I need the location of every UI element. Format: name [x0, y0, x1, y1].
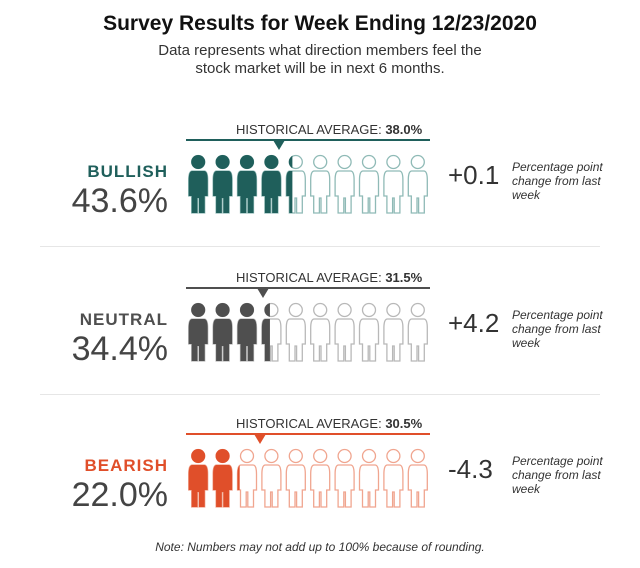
bearish-person-icon-outline	[334, 464, 355, 508]
neutral-person-icon-outline	[288, 302, 303, 318]
bullish-historical-label: HISTORICAL AVERAGE: 38.0%	[236, 122, 423, 137]
neutral-person-icon-outline	[358, 318, 380, 362]
neutral-percent: 34.4%	[71, 330, 168, 368]
neutral-person-icon-outline	[310, 318, 331, 362]
bearish-row: HISTORICAL AVERAGE: 30.5% BEARISH 22.0% …	[0, 416, 640, 566]
neutral-person-icon-filled	[261, 319, 270, 361]
bullish-percent: 43.6%	[71, 182, 168, 220]
neutral-change: +4.2	[448, 308, 500, 338]
bearish-person-icon-outline	[264, 448, 279, 464]
bearish-person-icon-outline	[407, 464, 428, 508]
neutral-change-note: Percentage point change from last week	[512, 308, 603, 350]
neutral-people-icons	[188, 302, 428, 362]
bullish-change: +0.1	[448, 160, 500, 190]
bullish-row: HISTORICAL AVERAGE: 38.0% BULLISH 43.6% …	[0, 122, 640, 272]
neutral-person-icon-outline	[337, 302, 352, 318]
neutral-person-icon-filled	[264, 303, 270, 317]
bearish-person-icon-filled	[191, 449, 206, 463]
footnote: Note: Numbers may not add up to 100% bec…	[155, 540, 485, 554]
neutral-person-icon-outline	[410, 302, 425, 318]
bullish-person-icon-filled	[240, 155, 254, 169]
neutral-historical-line	[186, 287, 430, 289]
neutral-person-icon-filled	[215, 303, 230, 317]
neutral-historical-label: HISTORICAL AVERAGE: 31.5%	[236, 270, 423, 285]
bullish-person-icon-filled	[288, 155, 293, 169]
bullish-person-icon-outline	[410, 154, 425, 170]
neutral-person-icon-filled	[188, 319, 208, 361]
bearish-historical-line	[186, 433, 430, 435]
bullish-person-icon-outline	[407, 170, 428, 214]
neutral-historical-marker	[256, 288, 269, 298]
bearish-person-icon-outline	[410, 448, 425, 464]
chart-title: Survey Results for Week Ending 12/23/202…	[103, 12, 537, 35]
bearish-historical-label: HISTORICAL AVERAGE: 30.5%	[236, 416, 423, 431]
neutral-person-icon-outline	[313, 302, 328, 318]
bearish-person-icon-outline	[313, 448, 328, 464]
neutral-person-icon-filled	[191, 303, 206, 317]
bullish-person-icon-filled	[237, 171, 257, 213]
neutral-person-icon-outline	[386, 302, 401, 318]
bullish-person-icon-outline	[337, 154, 352, 170]
bearish-person-icon-outline	[358, 464, 380, 508]
bullish-person-icon-filled	[264, 155, 279, 169]
bullish-person-icon-filled	[188, 171, 208, 213]
bearish-person-icon-outline	[239, 448, 255, 464]
bearish-percent: 22.0%	[71, 476, 168, 514]
bearish-person-icon-filled	[213, 465, 233, 507]
bullish-person-icon-outline	[313, 154, 328, 170]
bearish-person-icon-filled	[188, 465, 208, 507]
bullish-person-icon-filled	[215, 155, 230, 169]
bearish-person-icon-outline	[261, 464, 282, 508]
neutral-person-icon-outline	[361, 302, 377, 318]
bearish-historical-marker	[254, 434, 267, 444]
neutral-person-icon-outline	[407, 318, 428, 362]
bullish-change-note: Percentage point change from last week	[512, 160, 603, 202]
bullish-person-icon-outline	[361, 154, 377, 170]
bearish-person-icon-outline	[236, 464, 258, 508]
neutral-label: NEUTRAL	[79, 310, 168, 329]
neutral-person-icon-outline	[334, 318, 355, 362]
row-divider	[40, 394, 600, 395]
bullish-person-icon-filled	[213, 171, 233, 213]
bullish-historical-marker	[272, 140, 285, 150]
neutral-person-icon-filled	[240, 303, 254, 317]
bullish-person-icon-outline	[310, 170, 331, 214]
row-divider	[40, 246, 600, 247]
bullish-label: BULLISH	[87, 162, 168, 181]
bullish-people-icons	[188, 154, 428, 214]
bullish-person-icon-outline	[358, 170, 380, 214]
bearish-historical-value: 30.5%	[385, 416, 423, 431]
neutral-person-icon-filled	[213, 319, 233, 361]
neutral-historical-value: 31.5%	[385, 270, 423, 285]
bearish-person-icon-outline	[361, 448, 377, 464]
bullish-historical-value: 38.0%	[385, 122, 423, 137]
bearish-change: -4.3	[448, 454, 493, 484]
bearish-person-icon-outline	[285, 464, 306, 508]
bearish-person-icon-outline	[288, 448, 303, 464]
bullish-person-icon-outline	[334, 170, 355, 214]
bearish-person-icon-filled	[215, 449, 230, 463]
bearish-person-icon-outline	[310, 464, 331, 508]
bullish-person-icon-filled	[286, 171, 293, 213]
bullish-historical-line	[186, 139, 430, 141]
bullish-person-icon-outline	[383, 170, 404, 214]
neutral-person-icon-filled	[237, 319, 257, 361]
bullish-person-icon-filled	[261, 171, 281, 213]
bullish-person-icon-outline	[386, 154, 401, 170]
bearish-label: BEARISH	[84, 456, 168, 475]
bearish-change-note: Percentage point change from last week	[512, 454, 603, 496]
bearish-person-icon-outline	[337, 448, 352, 464]
bearish-person-icon-outline	[383, 464, 404, 508]
bullish-person-icon-filled	[191, 155, 206, 169]
neutral-person-icon-outline	[285, 318, 306, 362]
bearish-people-icons	[188, 448, 428, 508]
bearish-person-icon-outline	[386, 448, 401, 464]
neutral-person-icon-outline	[383, 318, 404, 362]
neutral-row: HISTORICAL AVERAGE: 31.5% NEUTRAL 34.4% …	[0, 270, 640, 420]
bearish-person-icon-filled	[237, 465, 240, 490]
chart-subtitle: Data represents what direction members f…	[158, 42, 482, 77]
